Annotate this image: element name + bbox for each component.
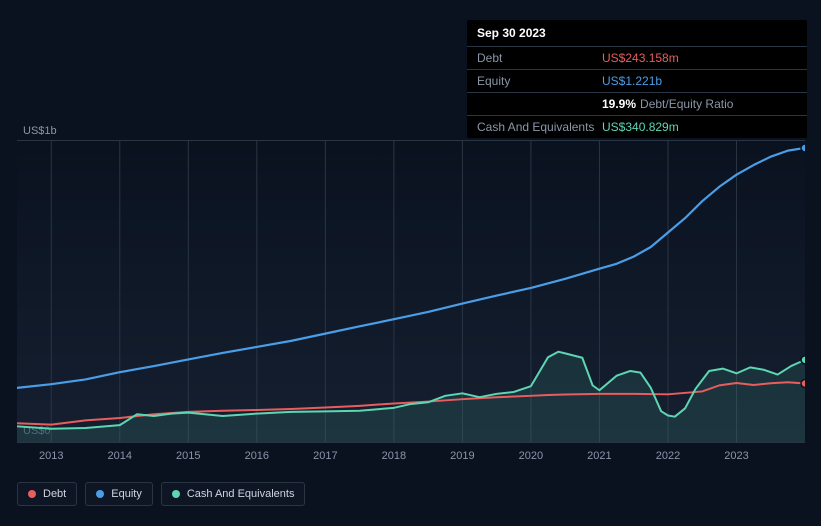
x-tick-label: 2013	[39, 450, 63, 462]
tooltip-ratio-value: 19.9% Debt/Equity Ratio	[602, 97, 797, 111]
tooltip-debt-value: US$243.158m	[602, 51, 797, 65]
tooltip-ratio-text: Debt/Equity Ratio	[640, 97, 733, 111]
x-tick-label: 2018	[382, 450, 406, 462]
tooltip-cash-label: Cash And Equivalents	[477, 120, 602, 134]
legend-item-cash[interactable]: Cash And Equivalents	[161, 482, 306, 506]
legend-dot-equity	[96, 490, 104, 498]
x-tick-label: 2020	[519, 450, 543, 462]
x-axis: 2013 2014 2015 2016 2017 2018 2019 2020 2021 2022…	[17, 448, 805, 468]
x-tick-label: 2016	[245, 450, 269, 462]
tooltip-row-ratio: 19.9% Debt/Equity Ratio	[467, 93, 807, 116]
legend-label-cash: Cash And Equivalents	[187, 488, 295, 500]
y-axis-label-top: US$1b	[23, 125, 57, 137]
chart-plot-area[interactable]	[17, 140, 805, 443]
tooltip-row-cash: Cash And Equivalents US$340.829m	[467, 116, 807, 138]
legend-label-equity: Equity	[111, 488, 142, 500]
legend-dot-debt	[28, 490, 36, 498]
x-tick-label: 2021	[587, 450, 611, 462]
tooltip-row-equity: Equity US$1.221b	[467, 70, 807, 93]
legend-label-debt: Debt	[43, 488, 66, 500]
legend-item-debt[interactable]: Debt	[17, 482, 77, 506]
legend-item-equity[interactable]: Equity	[85, 482, 153, 506]
x-tick-label: 2019	[450, 450, 474, 462]
tooltip-debt-label: Debt	[477, 51, 602, 65]
tooltip-ratio-pct: 19.9%	[602, 97, 636, 111]
tooltip-cash-value: US$340.829m	[602, 120, 797, 134]
legend-dot-cash	[172, 490, 180, 498]
tooltip-panel: Sep 30 2023 Debt US$243.158m Equity US$1…	[467, 20, 807, 138]
x-tick-label: 2014	[108, 450, 132, 462]
tooltip-equity-label: Equity	[477, 74, 602, 88]
x-tick-label: 2015	[176, 450, 200, 462]
x-tick-label: 2022	[656, 450, 680, 462]
chart-svg	[17, 141, 805, 442]
tooltip-date: Sep 30 2023	[467, 20, 807, 47]
tooltip-ratio-label	[477, 97, 602, 111]
tooltip-equity-value: US$1.221b	[602, 74, 797, 88]
x-tick-label: 2017	[313, 450, 337, 462]
legend: Debt Equity Cash And Equivalents	[17, 482, 305, 506]
x-tick-label: 2023	[724, 450, 748, 462]
tooltip-row-debt: Debt US$243.158m	[467, 47, 807, 70]
